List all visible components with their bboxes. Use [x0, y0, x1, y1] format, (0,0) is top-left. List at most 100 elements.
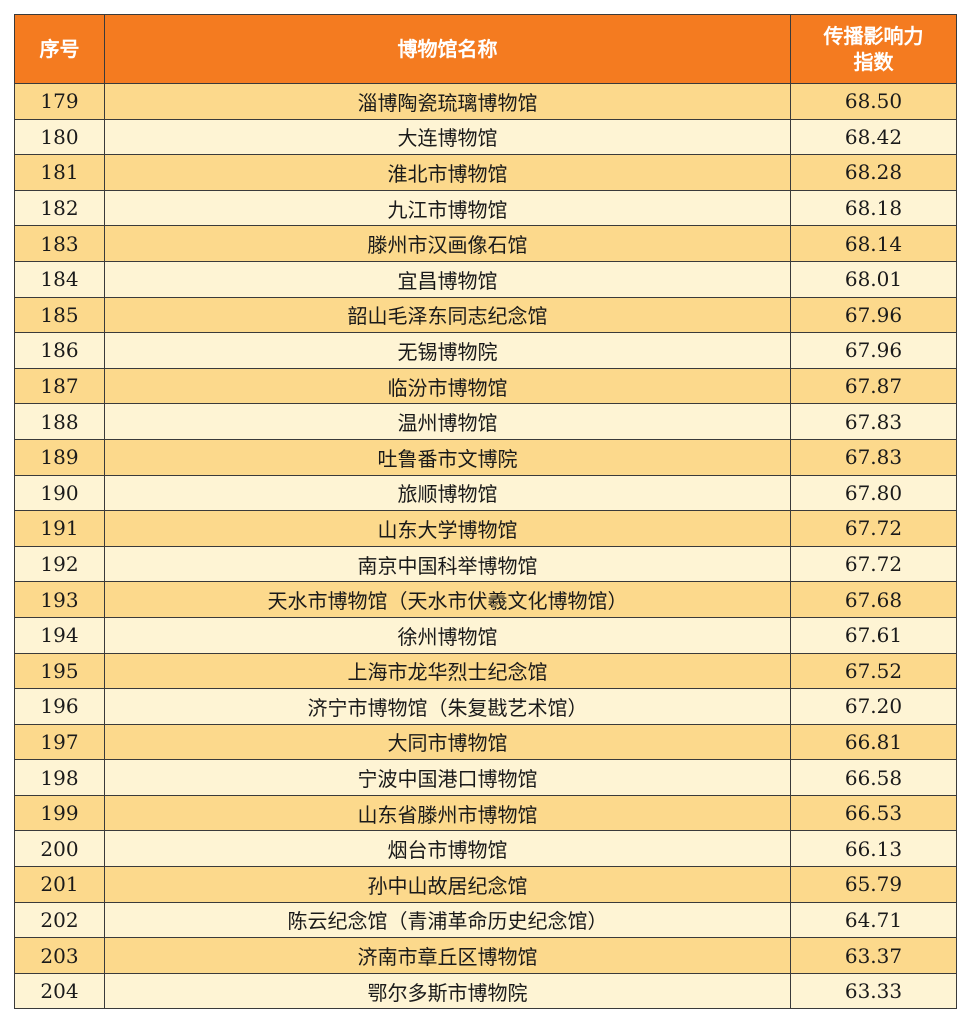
- table-row: 191 山东大学博物馆 67.72: [14, 510, 957, 547]
- rank-cell: 192: [14, 545, 105, 583]
- table-row: 196 济宁市博物馆（朱复戡艺术馆） 67.20: [14, 688, 957, 725]
- table-row: 179 淄博陶瓷琉璃博物馆 68.50: [14, 83, 957, 120]
- table-row: 194 徐州博物馆 67.61: [14, 616, 957, 654]
- header-index: 传播影响力 指数: [790, 14, 957, 84]
- index-score-cell: 66.13: [790, 830, 957, 868]
- header-rank: 序号: [14, 14, 105, 84]
- museum-name-cell: 淮北市博物馆: [104, 154, 791, 191]
- index-score-cell: 68.14: [790, 225, 957, 262]
- museum-name-cell: 孙中山故居纪念馆: [104, 866, 791, 903]
- index-score-cell: 67.83: [790, 438, 957, 476]
- museum-name-cell: 滕州市汉画像石馆: [104, 225, 791, 262]
- index-score-cell: 67.72: [790, 510, 957, 547]
- index-score-cell: 63.37: [790, 937, 957, 974]
- museum-name-cell: 宁波中国港口博物馆: [104, 759, 791, 796]
- museum-name-cell: 烟台市博物馆: [104, 830, 791, 868]
- table-header: 序号 博物馆名称 传播影响力 指数: [14, 14, 957, 84]
- museum-name-cell: 鄂尔多斯市博物院: [104, 972, 791, 1010]
- table-row: 197 大同市博物馆 66.81: [14, 723, 957, 761]
- index-score-cell: 64.71: [790, 901, 957, 939]
- index-score-cell: 66.53: [790, 794, 957, 832]
- index-score-cell: 67.83: [790, 403, 957, 440]
- table-row: 187 临汾市博物馆 67.87: [14, 367, 957, 405]
- rank-cell: 180: [14, 118, 105, 156]
- rank-cell: 191: [14, 510, 105, 547]
- table-row: 204 鄂尔多斯市博物院 63.33: [14, 972, 957, 1010]
- index-score-cell: 68.18: [790, 189, 957, 227]
- museum-name-cell: 韶山毛泽东同志纪念馆: [104, 296, 791, 334]
- rank-cell: 203: [14, 937, 105, 974]
- table-row: 200 烟台市博物馆 66.13: [14, 830, 957, 868]
- rank-cell: 196: [14, 688, 105, 725]
- museum-name-cell: 无锡博物院: [104, 332, 791, 369]
- museum-name-cell: 济南市章丘区博物馆: [104, 937, 791, 974]
- museum-name-cell: 旅顺博物馆: [104, 474, 791, 512]
- rank-cell: 197: [14, 723, 105, 761]
- museum-name-cell: 大同市博物馆: [104, 723, 791, 761]
- table-row: 188 温州博物馆 67.83: [14, 403, 957, 440]
- museum-name-cell: 吐鲁番市文博院: [104, 438, 791, 476]
- index-score-cell: 67.96: [790, 296, 957, 334]
- museum-name-cell: 南京中国科举博物馆: [104, 545, 791, 583]
- index-score-cell: 67.52: [790, 652, 957, 690]
- museum-name-cell: 大连博物馆: [104, 118, 791, 156]
- index-score-cell: 66.81: [790, 723, 957, 761]
- index-score-cell: 66.58: [790, 759, 957, 796]
- rank-cell: 184: [14, 260, 105, 298]
- rank-cell: 188: [14, 403, 105, 440]
- table-row: 198 宁波中国港口博物馆 66.58: [14, 759, 957, 796]
- museum-name-cell: 陈云纪念馆（青浦革命历史纪念馆）: [104, 901, 791, 939]
- museum-name-cell: 上海市龙华烈士纪念馆: [104, 652, 791, 690]
- rank-cell: 182: [14, 189, 105, 227]
- table-row: 203 济南市章丘区博物馆 63.37: [14, 937, 957, 974]
- index-score-cell: 67.80: [790, 474, 957, 512]
- index-score-cell: 68.50: [790, 83, 957, 120]
- index-score-cell: 68.42: [790, 118, 957, 156]
- table-row: 202 陈云纪念馆（青浦革命历史纪念馆） 64.71: [14, 901, 957, 939]
- index-score-cell: 68.01: [790, 260, 957, 298]
- rank-cell: 181: [14, 154, 105, 191]
- table-row: 185 韶山毛泽东同志纪念馆 67.96: [14, 296, 957, 334]
- rank-cell: 195: [14, 652, 105, 690]
- rank-cell: 187: [14, 367, 105, 405]
- museum-name-cell: 山东大学博物馆: [104, 510, 791, 547]
- rank-cell: 189: [14, 438, 105, 476]
- museum-name-cell: 九江市博物馆: [104, 189, 791, 227]
- museum-name-cell: 徐州博物馆: [104, 616, 791, 654]
- museum-name-cell: 济宁市博物馆（朱复戡艺术馆）: [104, 688, 791, 725]
- rank-cell: 183: [14, 225, 105, 262]
- rank-cell: 199: [14, 794, 105, 832]
- table-row: 190 旅顺博物馆 67.80: [14, 474, 957, 512]
- index-score-cell: 67.96: [790, 332, 957, 369]
- museum-name-cell: 宜昌博物馆: [104, 260, 791, 298]
- table-row: 180 大连博物馆 68.42: [14, 118, 957, 156]
- table-row: 181 淮北市博物馆 68.28: [14, 154, 957, 191]
- table-row: 199 山东省滕州市博物馆 66.53: [14, 794, 957, 832]
- header-index-line2: 指数: [853, 50, 894, 74]
- rank-cell: 201: [14, 866, 105, 903]
- table-row: 195 上海市龙华烈士纪念馆 67.52: [14, 652, 957, 690]
- table-row: 193 天水市博物馆（天水市伏羲文化博物馆） 67.68: [14, 581, 957, 618]
- museum-name-cell: 山东省滕州市博物馆: [104, 794, 791, 832]
- rank-cell: 179: [14, 83, 105, 120]
- header-name: 博物馆名称: [104, 14, 791, 84]
- index-score-cell: 63.33: [790, 972, 957, 1010]
- museum-name-cell: 临汾市博物馆: [104, 367, 791, 405]
- rank-cell: 194: [14, 616, 105, 654]
- index-score-cell: 68.28: [790, 154, 957, 191]
- index-score-cell: 67.87: [790, 367, 957, 405]
- table-row: 183 滕州市汉画像石馆 68.14: [14, 225, 957, 262]
- rank-cell: 202: [14, 901, 105, 939]
- index-score-cell: 67.20: [790, 688, 957, 725]
- index-score-cell: 67.72: [790, 545, 957, 583]
- table-row: 186 无锡博物院 67.96: [14, 332, 957, 369]
- table-row: 182 九江市博物馆 68.18: [14, 189, 957, 227]
- museum-ranking-table: 序号 博物馆名称 传播影响力 指数 179 淄博陶瓷琉璃博物馆 68.50 180 大连…: [14, 14, 957, 1010]
- table-row: 184 宜昌博物馆 68.01: [14, 260, 957, 298]
- rank-cell: 190: [14, 474, 105, 512]
- index-score-cell: 67.61: [790, 616, 957, 654]
- header-index-line1: 传播影响力: [823, 24, 924, 48]
- index-score-cell: 65.79: [790, 866, 957, 903]
- museum-name-cell: 天水市博物馆（天水市伏羲文化博物馆）: [104, 581, 791, 618]
- rank-cell: 200: [14, 830, 105, 868]
